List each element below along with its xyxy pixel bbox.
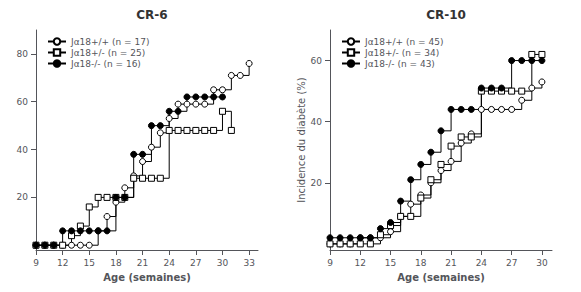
svg-text:Age (semaines): Age (semaines): [397, 272, 485, 283]
svg-text:27: 27: [190, 258, 201, 268]
svg-text:Jα18+/+ (n = 17): Jα18+/+ (n = 17): [70, 37, 149, 47]
svg-text:Jα18-/- (n = 16): Jα18-/- (n = 16): [70, 59, 141, 69]
svg-text:20: 20: [17, 192, 29, 202]
svg-text:20: 20: [311, 178, 323, 188]
svg-text:30: 30: [217, 258, 229, 268]
svg-text:18: 18: [110, 258, 122, 268]
svg-text:21: 21: [137, 258, 148, 268]
svg-text:12: 12: [57, 258, 68, 268]
svg-text:60: 60: [311, 56, 323, 66]
svg-text:Jα18+/+ (n = 45): Jα18+/+ (n = 45): [364, 37, 443, 47]
svg-text:CR-6: CR-6: [136, 8, 167, 22]
svg-text:27: 27: [506, 258, 517, 268]
svg-text:60: 60: [17, 97, 29, 107]
svg-text:9: 9: [33, 258, 39, 268]
svg-text:18: 18: [415, 258, 427, 268]
svg-text:30: 30: [536, 258, 548, 268]
svg-text:15: 15: [84, 258, 95, 268]
svg-text:Incidence du diabète (%): Incidence du diabète (%): [296, 77, 307, 203]
svg-text:40: 40: [311, 117, 323, 127]
svg-text:24: 24: [163, 258, 175, 268]
svg-text:15: 15: [385, 258, 396, 268]
svg-text:Jα18+/- (n = 25): Jα18+/- (n = 25): [70, 48, 145, 58]
svg-text:33: 33: [243, 258, 254, 268]
svg-text:Age (semaines): Age (semaines): [103, 272, 191, 283]
svg-text:9: 9: [327, 258, 333, 268]
svg-text:12: 12: [355, 258, 366, 268]
svg-text:Jα18-/- (n = 43): Jα18-/- (n = 43): [364, 59, 435, 69]
svg-text:Jα18+/- (n = 34): Jα18+/- (n = 34): [364, 48, 439, 58]
svg-text:CR-10: CR-10: [426, 8, 466, 22]
svg-text:21: 21: [445, 258, 456, 268]
svg-text:40: 40: [17, 145, 29, 155]
svg-text:80: 80: [17, 49, 29, 59]
svg-text:24: 24: [476, 258, 488, 268]
